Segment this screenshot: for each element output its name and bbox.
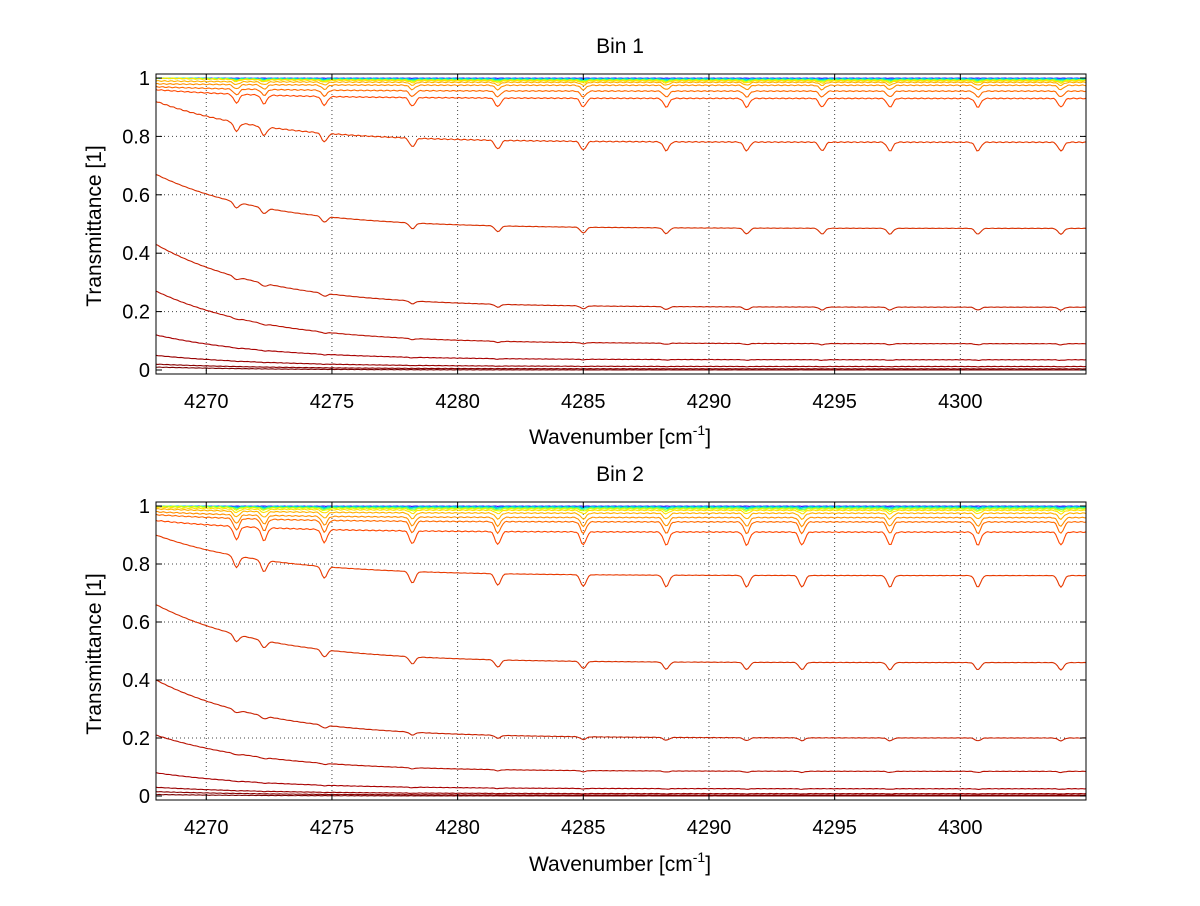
y-axis-label: Transmittance [1]	[83, 573, 106, 734]
y-tick-label: 0.2	[122, 302, 150, 324]
y-tick-label: 0.4	[122, 670, 150, 692]
y-tick-label: 0.8	[122, 126, 150, 148]
y-tick-label: 0	[139, 786, 150, 808]
x-tick-label: 4295	[812, 391, 857, 413]
x-tick-label: 4270	[184, 391, 229, 413]
x-axis-label-main: Wavenumber [cm	[529, 853, 693, 876]
y-axis-label: Transmittance [1]	[83, 145, 106, 306]
y-tick-label: 0.6	[122, 612, 150, 634]
y-tick-label: 1	[139, 68, 150, 90]
x-tick-label: 4275	[310, 817, 355, 839]
x-tick-label: 4285	[561, 817, 606, 839]
y-tick-label: 1	[139, 496, 150, 518]
x-tick-label: 4290	[687, 391, 732, 413]
y-tick-label: 0.2	[122, 728, 150, 750]
y-tick-label: 0	[139, 360, 150, 382]
x-axis-label-superscript: -1	[693, 422, 706, 438]
x-tick-label: 4270	[184, 817, 229, 839]
x-tick-label: 4280	[435, 817, 480, 839]
x-tick-label: 4300	[938, 817, 983, 839]
x-axis-label-main: Wavenumber [cm	[529, 426, 693, 449]
x-axis-label: Wavenumber [cm-1]	[529, 422, 711, 449]
chart-title: Bin 2	[596, 463, 644, 486]
y-tick-label: 0.6	[122, 185, 150, 207]
y-tick-label: 0.8	[122, 554, 150, 576]
x-axis-label: Wavenumber [cm-1]	[529, 849, 711, 876]
x-tick-label: 4300	[938, 391, 983, 413]
x-axis-label-end: ]	[705, 853, 711, 876]
x-axis-label-superscript: -1	[693, 849, 706, 865]
x-axis-label-end: ]	[705, 426, 711, 449]
x-tick-label: 4280	[435, 391, 480, 413]
x-tick-label: 4290	[687, 817, 732, 839]
x-tick-label: 4275	[310, 391, 355, 413]
x-tick-label: 4285	[561, 391, 606, 413]
chart-title: Bin 1	[596, 35, 644, 58]
x-tick-label: 4295	[812, 817, 857, 839]
y-tick-label: 0.4	[122, 243, 150, 265]
